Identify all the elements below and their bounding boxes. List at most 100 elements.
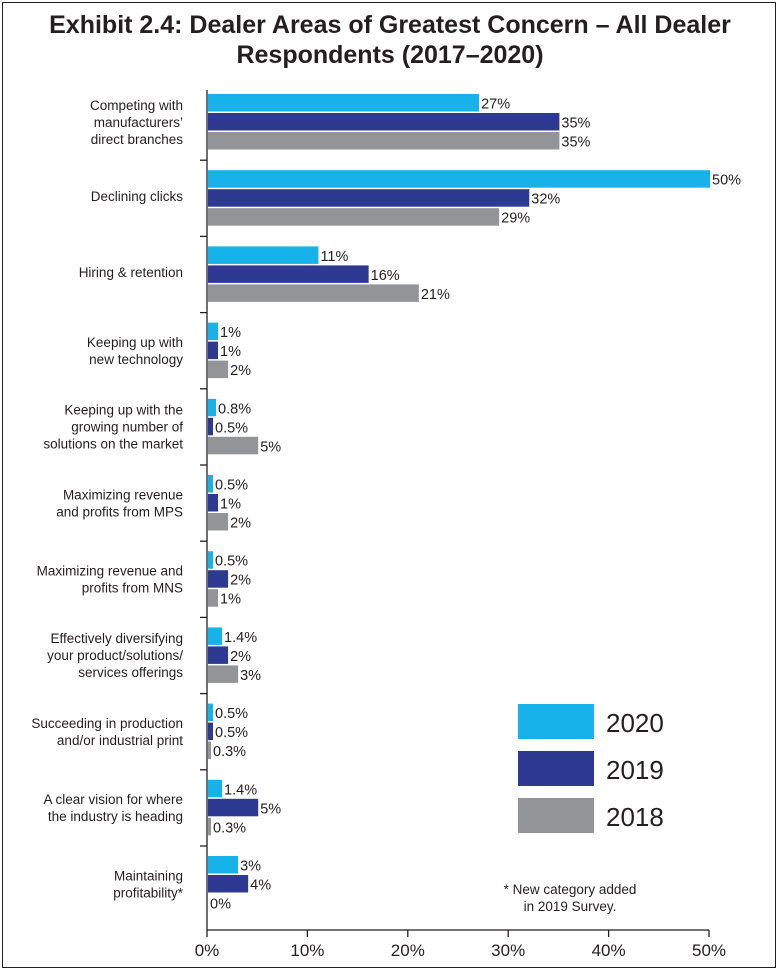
legend-swatch-2019: [518, 751, 594, 786]
bar-2020: [208, 246, 319, 264]
bar-2019: [208, 494, 219, 512]
bar-2018: [208, 741, 212, 760]
footnote-line-1: * New category added: [503, 882, 637, 897]
bar-2019: [208, 646, 229, 664]
bar-2020: [208, 170, 710, 188]
bar-2018: [208, 132, 560, 150]
data-label-2019: 1%: [220, 497, 241, 513]
category-label: profitability*: [113, 885, 184, 900]
bar-2018: [208, 817, 212, 836]
category-label: Keeping up with: [87, 335, 183, 350]
category-label: profits from MNS: [82, 580, 183, 595]
x-tick-label: 50%: [692, 941, 726, 960]
x-tick-label: 10%: [290, 941, 324, 960]
legend-label-2018: 2018: [606, 802, 664, 832]
chart-title: Exhibit 2.4: Dealer Areas of Greatest Co…: [0, 10, 780, 70]
footnote: * New category added in 2019 Survey.: [470, 881, 670, 915]
data-label-2018: 0%: [210, 897, 231, 913]
category-label: Effectively diversifying: [50, 631, 183, 646]
data-label-2019: 1%: [220, 344, 241, 360]
data-label-2018: 2%: [230, 363, 251, 379]
category-label: Competing with: [90, 98, 183, 113]
bar-2018: [208, 208, 500, 226]
category-label: and/or industrial print: [57, 733, 183, 748]
data-label-2018: 21%: [421, 287, 450, 303]
bar-2019: [208, 798, 259, 817]
data-label-2018: 0.3%: [213, 744, 246, 760]
data-label-2018: 35%: [561, 135, 590, 151]
bar-2018: [208, 360, 229, 379]
category-label: Keeping up with the: [64, 403, 183, 418]
data-label-2019: 32%: [531, 192, 560, 208]
data-label-2019: 5%: [260, 801, 281, 817]
data-label-2018: 2%: [230, 516, 251, 532]
bar-2020: [208, 322, 219, 341]
bar-2020: [208, 398, 217, 417]
data-label-2020: 1.4%: [224, 782, 257, 798]
data-label-2019: 16%: [371, 268, 400, 284]
data-label-2018: 3%: [240, 668, 261, 684]
legend-swatch-2018: [518, 798, 594, 833]
category-label: new technology: [89, 352, 183, 367]
category-label: direct branches: [91, 132, 184, 147]
chart-title-line-1: Exhibit 2.4: Dealer Areas of Greatest Co…: [49, 11, 731, 39]
data-label-2020: 0.5%: [215, 706, 248, 722]
x-tick-label: 0%: [195, 941, 220, 960]
category-label: and profits from MPS: [56, 504, 183, 519]
data-label-2020: 50%: [712, 173, 741, 189]
bar-2020: [208, 779, 223, 798]
bar-2019: [208, 417, 214, 436]
data-label-2020: 3%: [240, 859, 261, 875]
category-label: Hiring & retention: [79, 265, 183, 280]
bar-2019: [208, 875, 249, 893]
footnote-line-2: in 2019 Survey.: [523, 899, 617, 914]
category-label: growing number of: [71, 420, 183, 435]
data-label-2019: 4%: [250, 878, 271, 894]
bar-2020: [208, 551, 214, 569]
data-label-2020: 27%: [481, 97, 510, 113]
bar-2019: [208, 570, 229, 588]
category-label: your product/solutions/: [47, 648, 183, 663]
bar-2020: [208, 856, 239, 874]
bar-2019: [208, 113, 560, 131]
category-label: Maximizing revenue: [63, 487, 183, 502]
category-label: the industry is heading: [48, 809, 183, 824]
bar-2020: [208, 627, 223, 645]
bar-2018: [208, 513, 229, 531]
bar-2018: [208, 665, 239, 683]
category-label: A clear vision for where: [43, 792, 183, 807]
bar-2019: [208, 341, 219, 360]
category-label: Maintaining: [114, 868, 183, 883]
legend-swatch-2020: [518, 704, 594, 739]
x-tick-label: 20%: [391, 941, 425, 960]
bar-2020: [208, 475, 214, 493]
data-label-2020: 11%: [320, 249, 348, 265]
bar-2019: [208, 189, 530, 207]
bar-2019: [208, 265, 369, 283]
legend-label-2020: 2020: [606, 708, 664, 738]
bar-2018: [208, 436, 259, 455]
data-label-2019: 2%: [230, 649, 251, 665]
category-label: manufacturers’: [94, 115, 183, 130]
bar-2020: [208, 94, 480, 112]
category-label: Succeeding in production: [31, 716, 183, 731]
data-label-2020: 0.8%: [218, 401, 251, 417]
data-label-2019: 0.5%: [215, 725, 248, 741]
bar-2018: [208, 589, 219, 607]
category-label: solutions on the market: [43, 437, 183, 452]
x-tick-label: 30%: [491, 941, 525, 960]
bar-2020: [208, 703, 214, 722]
data-label-2019: 0.5%: [215, 420, 248, 436]
data-label-2020: 1%: [220, 325, 241, 341]
category-label: services offerings: [78, 665, 183, 680]
data-label-2018: 1%: [220, 592, 241, 608]
category-label: Declining clicks: [91, 189, 184, 204]
bar-2019: [208, 722, 214, 741]
chart-title-line-2: Respondents (2017–2020): [236, 41, 544, 69]
data-label-2019: 35%: [561, 116, 590, 132]
bar-2018: [208, 284, 419, 302]
data-label-2018: 29%: [501, 211, 530, 227]
legend-label-2019: 2019: [606, 755, 664, 785]
data-label-2020: 0.5%: [215, 554, 248, 570]
